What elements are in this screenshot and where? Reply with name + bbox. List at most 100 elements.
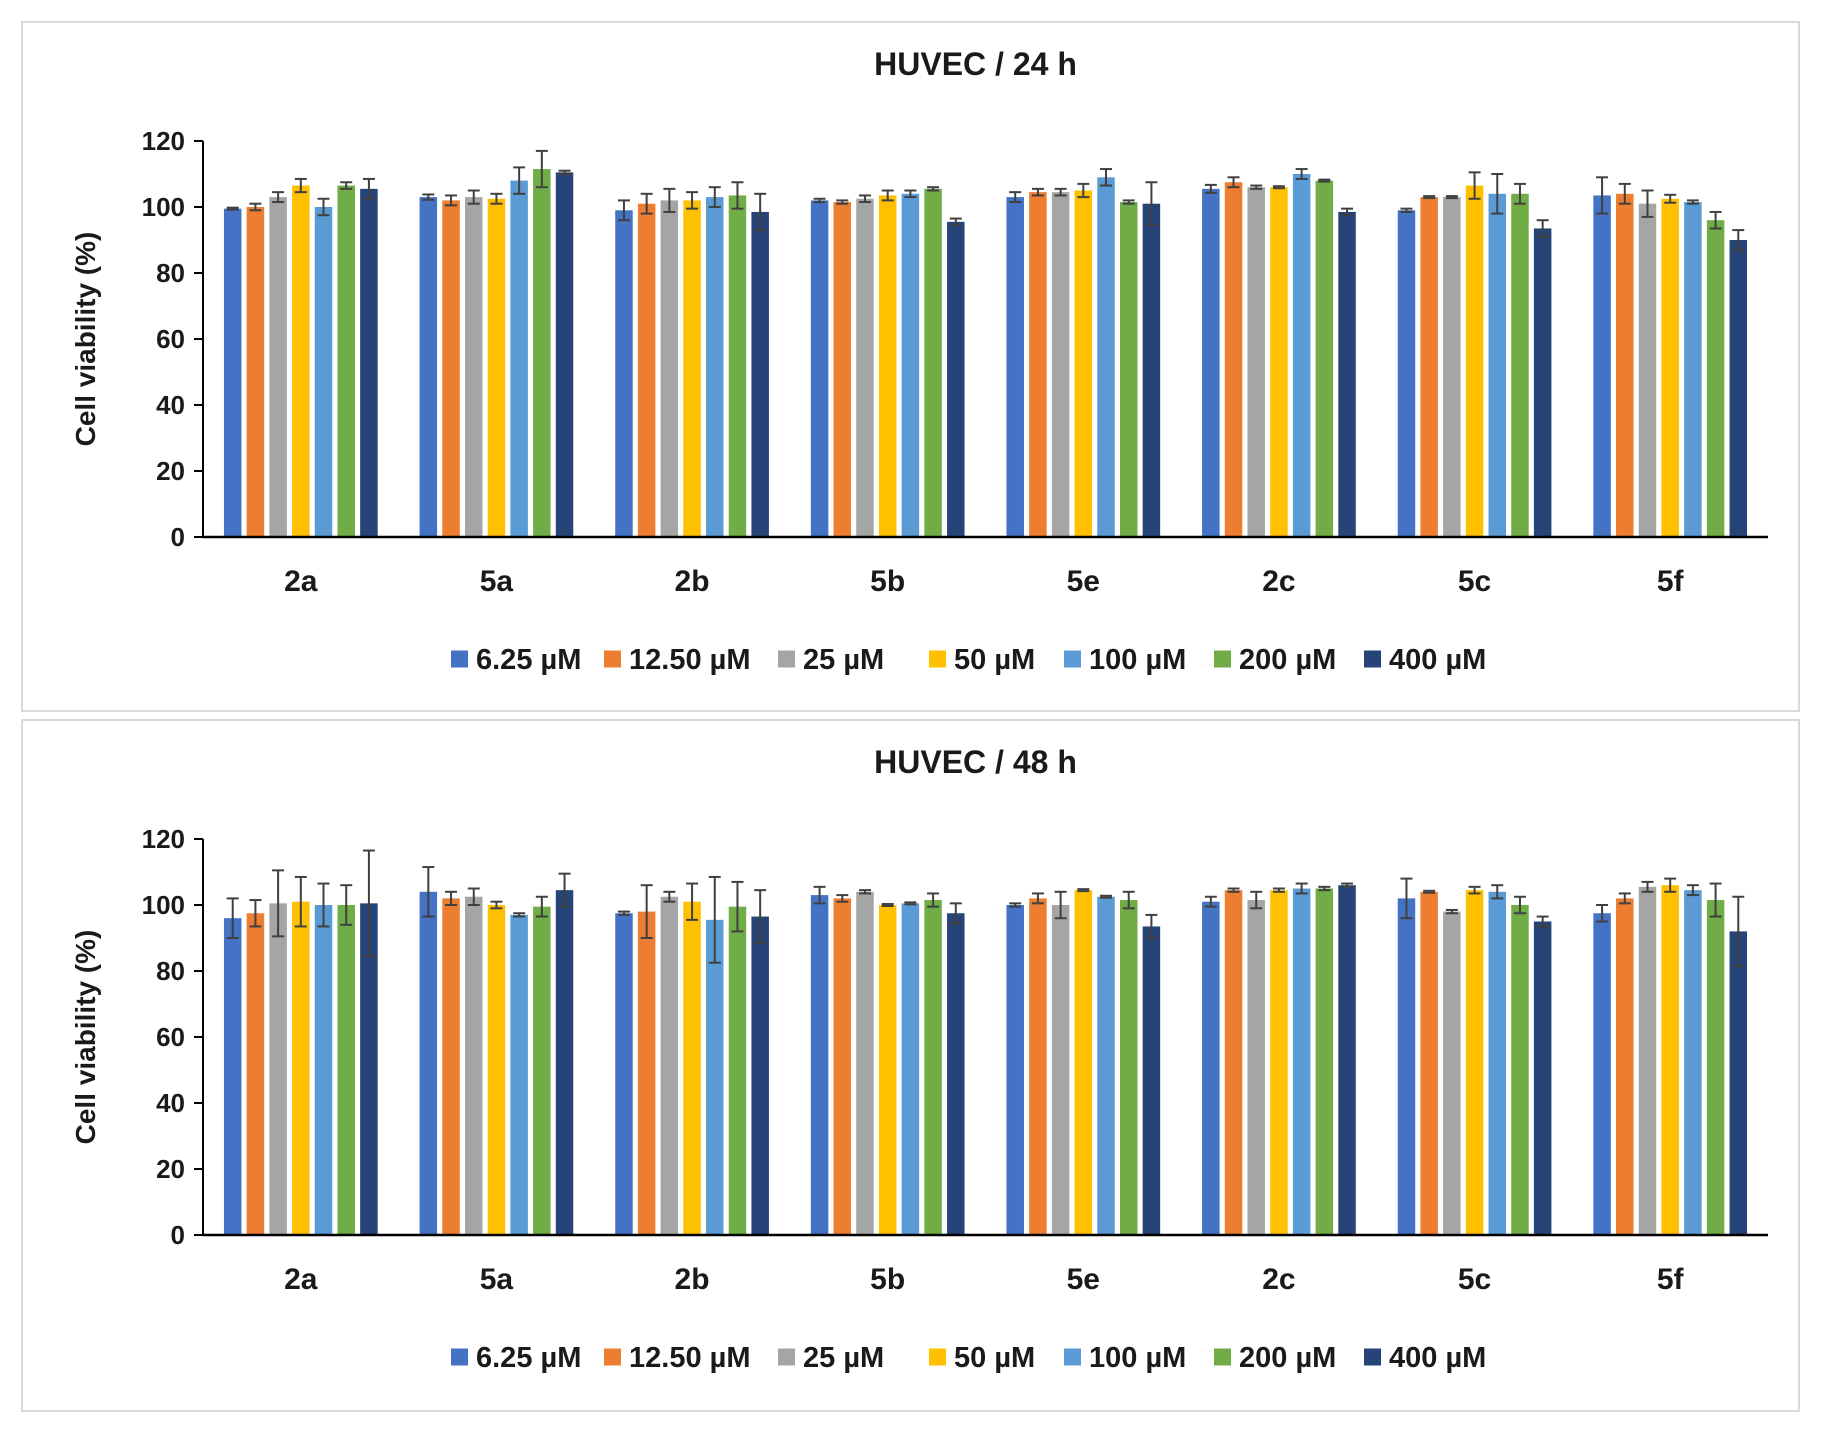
bar-5f-series-1 — [1593, 195, 1611, 537]
legend-label-3: 25 µM — [803, 644, 884, 676]
bar-2b-series-4 — [683, 200, 701, 537]
legend-label-4: 50 µM — [954, 1342, 1035, 1374]
y-tick-label: 0 — [171, 522, 185, 552]
chart-title: HUVEC / 24 h — [874, 46, 1077, 82]
y-tick-label: 40 — [156, 1088, 185, 1118]
chart-panel-24h: HUVEC / 24 h Cell viability (%) 0 20 40 60 80 1… — [21, 21, 1800, 712]
bar-5e-series-2 — [1029, 192, 1047, 537]
legend-swatch-1 — [451, 1348, 468, 1366]
bar-5a-series-1 — [419, 197, 438, 537]
bar-5c-series-4 — [1465, 185, 1484, 538]
legend-label-3: 25 µM — [803, 1342, 884, 1374]
bar-5f-series-4 — [1661, 885, 1679, 1235]
bar-5f-series-5 — [1684, 890, 1702, 1235]
bar-5e-series-6 — [1119, 900, 1138, 1235]
bar-2c-series-7 — [1338, 885, 1356, 1235]
bar-2a-series-6 — [337, 905, 355, 1235]
bar-2a-series-3 — [269, 903, 287, 1235]
legend-swatch-6 — [1214, 650, 1231, 668]
bar-5c-series-7 — [1533, 228, 1552, 537]
bar-5e-series-4 — [1074, 890, 1093, 1235]
bar-5e-series-3 — [1051, 905, 1070, 1235]
bar-2a-series-5 — [314, 905, 333, 1235]
bar-2b-series-6 — [728, 906, 747, 1235]
bar-5c-series-1 — [1397, 210, 1416, 538]
bar-2a-series-1 — [223, 208, 242, 537]
y-tick-label: 60 — [156, 324, 185, 354]
bar-5b-series-1 — [810, 200, 829, 537]
bar-5c-series-3 — [1443, 911, 1461, 1235]
chart-48h: HUVEC / 48 h Cell viability (%) 0 20 40 60 80 1… — [70, 744, 1768, 1374]
bar-5a-series-1 — [419, 891, 438, 1235]
bar-2b-series-4 — [683, 901, 701, 1235]
y-tick-label: 80 — [156, 956, 185, 986]
bar-5f-series-1 — [1593, 913, 1611, 1235]
y-tick-label: 20 — [156, 456, 185, 486]
bar-5b-series-3 — [856, 198, 874, 537]
bar-5a-series-2 — [442, 200, 460, 537]
bar-2c-series-5 — [1292, 174, 1311, 537]
bar-5f-series-7 — [1729, 931, 1748, 1235]
bar-2a-series-3 — [269, 197, 287, 537]
legend-swatch-7 — [1364, 650, 1381, 668]
bar-5f-series-2 — [1616, 898, 1634, 1235]
y-tick-label: 100 — [142, 192, 185, 222]
bar-5b-series-6 — [924, 188, 942, 537]
y-tick-label: 120 — [142, 824, 185, 854]
x-category-label: 2b — [675, 1263, 710, 1296]
bar-2b-series-7 — [751, 916, 769, 1235]
bar-5a-series-6 — [533, 906, 551, 1235]
bar-5e-series-6 — [1119, 202, 1138, 538]
bar-2c-series-5 — [1292, 888, 1311, 1235]
bar-2c-series-7 — [1338, 211, 1356, 537]
bar-5a-series-4 — [487, 198, 506, 537]
x-category-label: 5f — [1657, 1263, 1685, 1296]
bar-5b-series-7 — [947, 221, 965, 537]
chart-panel-48h: HUVEC / 48 h Cell viability (%) 0 20 40 60 80 1… — [21, 719, 1800, 1412]
bar-5c-series-2 — [1420, 891, 1438, 1235]
bar-5b-series-7 — [947, 913, 965, 1235]
bar-5a-series-7 — [555, 172, 574, 537]
legend-label-1: 6.25 µM — [476, 644, 581, 676]
bar-2a-series-2 — [246, 913, 265, 1235]
bar-5e-series-7 — [1142, 926, 1161, 1235]
bar-5b-series-6 — [924, 900, 942, 1235]
bar-5b-series-5 — [901, 193, 920, 538]
bar-5f-series-3 — [1638, 203, 1657, 537]
bar-5f-series-4 — [1661, 198, 1679, 537]
bar-2a-series-5 — [314, 207, 333, 537]
y-tick-label: 20 — [156, 1154, 185, 1184]
bar-2b-series-5 — [706, 919, 724, 1235]
bar-5f-series-6 — [1706, 220, 1725, 537]
x-category-label: 2b — [675, 565, 710, 598]
bar-5f-series-6 — [1706, 900, 1725, 1235]
x-category-label: 5e — [1067, 565, 1100, 598]
bar-5e-series-1 — [1006, 905, 1024, 1235]
legend-swatch-3 — [778, 1348, 795, 1366]
bar-5f-series-5 — [1684, 202, 1702, 538]
bar-2a-series-6 — [337, 185, 355, 538]
y-tick-label: 120 — [142, 126, 185, 156]
bar-5a-series-3 — [464, 896, 483, 1235]
bar-2c-series-3 — [1247, 900, 1265, 1235]
y-axis-label: Cell viability (%) — [70, 232, 101, 447]
bar-5c-series-5 — [1488, 891, 1507, 1235]
y-tick-label: 80 — [156, 258, 185, 288]
bar-5f-series-3 — [1638, 886, 1657, 1235]
legend-swatch-4 — [929, 1348, 946, 1366]
x-category-label: 5a — [480, 1263, 514, 1296]
x-category-label: 5c — [1458, 565, 1491, 598]
bar-2b-series-7 — [751, 211, 769, 537]
bar-5a-series-5 — [510, 180, 528, 537]
legend-label-2: 12.50 µM — [629, 644, 751, 676]
legend-swatch-6 — [1214, 1348, 1231, 1366]
bar-2c-series-1 — [1202, 188, 1220, 537]
legend-label-6: 200 µM — [1239, 644, 1336, 676]
legend-label-7: 400 µM — [1389, 644, 1486, 676]
legend-label-6: 200 µM — [1239, 1342, 1336, 1374]
bar-5e-series-1 — [1006, 197, 1024, 537]
x-category-label: 2c — [1262, 1263, 1295, 1296]
bar-2c-series-2 — [1224, 182, 1243, 537]
bar-2a-series-7 — [360, 188, 378, 537]
chart-24h: HUVEC / 24 h Cell viability (%) 0 20 40 60 80 1… — [70, 46, 1768, 676]
